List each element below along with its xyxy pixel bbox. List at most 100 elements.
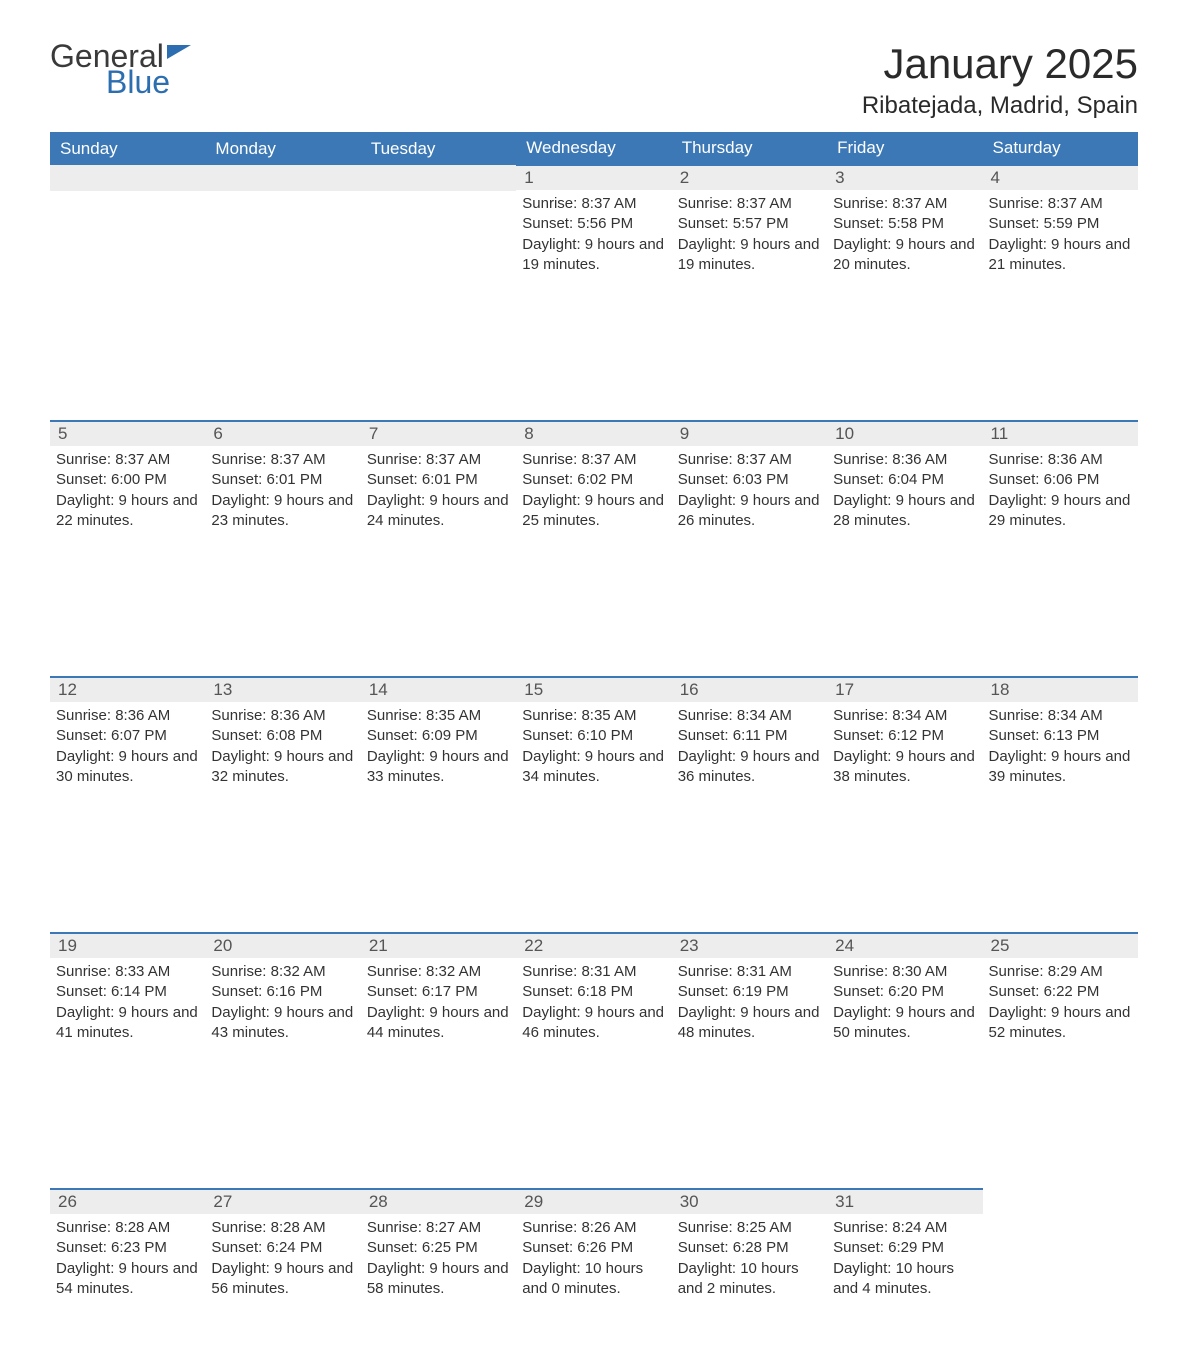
day-cell: 27 Sunrise: 8:28 AM Sunset: 6:24 PM Dayl… (205, 1189, 360, 1317)
daylight-line: Daylight: 9 hours and 41 minutes. (56, 1003, 199, 1044)
calendar-row: 12 Sunrise: 8:36 AM Sunset: 6:07 PM Dayl… (50, 677, 1138, 805)
day-cell: 3 Sunrise: 8:37 AM Sunset: 5:58 PM Dayli… (827, 165, 982, 293)
sunrise-line: Sunrise: 8:31 AM (522, 962, 665, 982)
sunset-line: Sunset: 5:56 PM (522, 214, 665, 234)
day-content: Sunrise: 8:34 AM Sunset: 6:13 PM Dayligh… (983, 702, 1138, 795)
location: Ribatejada, Madrid, Spain (862, 92, 1138, 120)
sunset-line: Sunset: 5:58 PM (833, 214, 976, 234)
sunset-line: Sunset: 6:11 PM (678, 726, 821, 746)
sunrise-line: Sunrise: 8:35 AM (367, 706, 510, 726)
day-cell: 8 Sunrise: 8:37 AM Sunset: 6:02 PM Dayli… (516, 421, 671, 549)
day-cell: 14 Sunrise: 8:35 AM Sunset: 6:09 PM Dayl… (361, 677, 516, 805)
sunset-line: Sunset: 6:18 PM (522, 982, 665, 1002)
day-content: Sunrise: 8:31 AM Sunset: 6:18 PM Dayligh… (516, 958, 671, 1051)
daylight-line: Daylight: 9 hours and 24 minutes. (367, 491, 510, 532)
day-number: 24 (827, 934, 982, 958)
daylight-line: Daylight: 9 hours and 19 minutes. (678, 235, 821, 276)
daylight-line: Daylight: 9 hours and 20 minutes. (833, 235, 976, 276)
day-content: Sunrise: 8:37 AM Sunset: 5:59 PM Dayligh… (983, 190, 1138, 283)
daylight-line: Daylight: 9 hours and 32 minutes. (211, 747, 354, 788)
sunrise-line: Sunrise: 8:30 AM (833, 962, 976, 982)
daylight-line: Daylight: 9 hours and 52 minutes. (989, 1003, 1132, 1044)
day-number: 20 (205, 934, 360, 958)
sunset-line: Sunset: 6:24 PM (211, 1238, 354, 1258)
daylight-line: Daylight: 9 hours and 22 minutes. (56, 491, 199, 532)
calendar-row: 5 Sunrise: 8:37 AM Sunset: 6:00 PM Dayli… (50, 421, 1138, 549)
day-number: 10 (827, 422, 982, 446)
daylight-line: Daylight: 9 hours and 50 minutes. (833, 1003, 976, 1044)
day-content: Sunrise: 8:37 AM Sunset: 6:01 PM Dayligh… (361, 446, 516, 539)
logo-triangle-icon (167, 45, 191, 59)
day-header: Monday (205, 132, 360, 165)
sunrise-line: Sunrise: 8:35 AM (522, 706, 665, 726)
sunset-line: Sunset: 6:29 PM (833, 1238, 976, 1258)
day-number: 1 (516, 166, 671, 190)
sunrise-line: Sunrise: 8:29 AM (989, 962, 1132, 982)
day-number: 26 (50, 1190, 205, 1214)
sunset-line: Sunset: 6:12 PM (833, 726, 976, 746)
day-header: Thursday (672, 132, 827, 165)
title-block: January 2025 Ribatejada, Madrid, Spain (862, 40, 1138, 120)
sunrise-line: Sunrise: 8:36 AM (989, 450, 1132, 470)
day-number: 21 (361, 934, 516, 958)
daylight-line: Daylight: 9 hours and 39 minutes. (989, 747, 1132, 788)
day-number: 14 (361, 678, 516, 702)
day-number: 27 (205, 1190, 360, 1214)
sunset-line: Sunset: 6:25 PM (367, 1238, 510, 1258)
day-header: Tuesday (361, 132, 516, 165)
day-cell: 10 Sunrise: 8:36 AM Sunset: 6:04 PM Dayl… (827, 421, 982, 549)
sunrise-line: Sunrise: 8:31 AM (678, 962, 821, 982)
day-cell: 5 Sunrise: 8:37 AM Sunset: 6:00 PM Dayli… (50, 421, 205, 549)
sunset-line: Sunset: 6:03 PM (678, 470, 821, 490)
day-content: Sunrise: 8:37 AM Sunset: 5:57 PM Dayligh… (672, 190, 827, 283)
day-content: Sunrise: 8:24 AM Sunset: 6:29 PM Dayligh… (827, 1214, 982, 1307)
day-cell: 2 Sunrise: 8:37 AM Sunset: 5:57 PM Dayli… (672, 165, 827, 293)
daylight-line: Daylight: 9 hours and 29 minutes. (989, 491, 1132, 532)
day-content: Sunrise: 8:34 AM Sunset: 6:11 PM Dayligh… (672, 702, 827, 795)
day-cell: 29 Sunrise: 8:26 AM Sunset: 6:26 PM Dayl… (516, 1189, 671, 1317)
sunrise-line: Sunrise: 8:37 AM (211, 450, 354, 470)
calendar-row: 26 Sunrise: 8:28 AM Sunset: 6:23 PM Dayl… (50, 1189, 1138, 1317)
day-number: 18 (983, 678, 1138, 702)
logo-text-blue: Blue (106, 66, 191, 98)
daylight-line: Daylight: 9 hours and 56 minutes. (211, 1259, 354, 1300)
daylight-line: Daylight: 10 hours and 0 minutes. (522, 1259, 665, 1300)
day-content: Sunrise: 8:37 AM Sunset: 6:01 PM Dayligh… (205, 446, 360, 539)
sunset-line: Sunset: 6:01 PM (367, 470, 510, 490)
sunset-line: Sunset: 6:07 PM (56, 726, 199, 746)
day-cell: 23 Sunrise: 8:31 AM Sunset: 6:19 PM Dayl… (672, 933, 827, 1061)
daylight-line: Daylight: 9 hours and 26 minutes. (678, 491, 821, 532)
day-cell: 11 Sunrise: 8:36 AM Sunset: 6:06 PM Dayl… (983, 421, 1138, 549)
sunrise-line: Sunrise: 8:27 AM (367, 1218, 510, 1238)
day-cell: 9 Sunrise: 8:37 AM Sunset: 6:03 PM Dayli… (672, 421, 827, 549)
day-content: Sunrise: 8:36 AM Sunset: 6:07 PM Dayligh… (50, 702, 205, 795)
day-number: 29 (516, 1190, 671, 1214)
empty-cell (50, 165, 205, 293)
sunrise-line: Sunrise: 8:32 AM (367, 962, 510, 982)
empty-cell (205, 165, 360, 293)
calendar-row: 19 Sunrise: 8:33 AM Sunset: 6:14 PM Dayl… (50, 933, 1138, 1061)
daylight-line: Daylight: 9 hours and 28 minutes. (833, 491, 976, 532)
day-content: Sunrise: 8:25 AM Sunset: 6:28 PM Dayligh… (672, 1214, 827, 1307)
sunset-line: Sunset: 6:06 PM (989, 470, 1132, 490)
sunset-line: Sunset: 6:14 PM (56, 982, 199, 1002)
day-cell: 12 Sunrise: 8:36 AM Sunset: 6:07 PM Dayl… (50, 677, 205, 805)
day-number: 13 (205, 678, 360, 702)
daylight-line: Daylight: 9 hours and 58 minutes. (367, 1259, 510, 1300)
day-header: Friday (827, 132, 982, 165)
sunrise-line: Sunrise: 8:37 AM (522, 450, 665, 470)
day-number: 15 (516, 678, 671, 702)
sunrise-line: Sunrise: 8:37 AM (56, 450, 199, 470)
sunset-line: Sunset: 6:26 PM (522, 1238, 665, 1258)
sunset-line: Sunset: 6:22 PM (989, 982, 1132, 1002)
day-cell: 1 Sunrise: 8:37 AM Sunset: 5:56 PM Dayli… (516, 165, 671, 293)
sunrise-line: Sunrise: 8:34 AM (678, 706, 821, 726)
daylight-line: Daylight: 9 hours and 48 minutes. (678, 1003, 821, 1044)
sunrise-line: Sunrise: 8:24 AM (833, 1218, 976, 1238)
spacer-row (50, 293, 1138, 421)
calendar-row: 1 Sunrise: 8:37 AM Sunset: 5:56 PM Dayli… (50, 165, 1138, 293)
day-cell: 6 Sunrise: 8:37 AM Sunset: 6:01 PM Dayli… (205, 421, 360, 549)
sunset-line: Sunset: 6:23 PM (56, 1238, 199, 1258)
day-number: 3 (827, 166, 982, 190)
day-number: 4 (983, 166, 1138, 190)
